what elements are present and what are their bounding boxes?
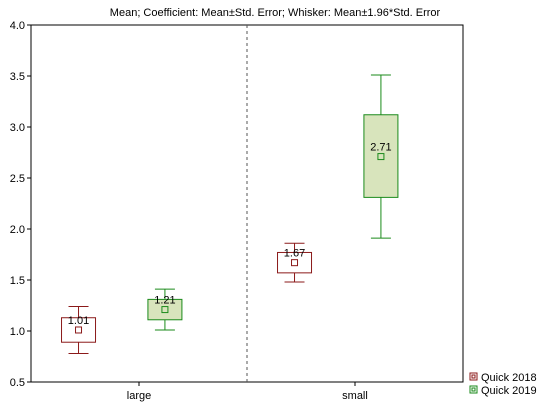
mean-marker <box>291 259 299 267</box>
legend-label: Quick 2018 <box>481 372 537 384</box>
mean-label: 2.71 <box>370 142 391 154</box>
y-tick-label: 0.5 <box>10 377 25 389</box>
box-body <box>61 317 97 343</box>
y-axis: 0.5 1.0 1.5 2.0 2.5 3.0 3.5 4.0 <box>10 20 31 389</box>
y-tick-label: 3.0 <box>10 122 25 134</box>
legend-swatch-inner <box>471 374 476 379</box>
chart-title: Mean; Coefficient: Mean±Std. Error; Whis… <box>110 7 441 19</box>
y-tick-label: 2.0 <box>10 224 25 236</box>
y-tick-label: 2.5 <box>10 173 25 185</box>
mean-marker <box>377 153 385 161</box>
box-body <box>147 298 183 321</box>
legend-swatch <box>469 372 478 381</box>
y-tick-label: 1.5 <box>10 275 25 287</box>
box-quick-2019-small: 2.71 <box>363 74 399 239</box>
mean-marker <box>161 306 169 314</box>
legend-label: Quick 2019 <box>481 385 537 397</box>
x-tick-label: small <box>342 390 368 402</box>
box-body <box>363 114 399 198</box>
mean-label: 1.67 <box>284 248 305 260</box>
mean-marker <box>75 326 83 334</box>
box-quick-2019-large: 1.21 <box>147 288 183 331</box>
y-tick-label: 1.0 <box>10 326 25 338</box>
box-quick-2018-large: 1.01 <box>61 306 97 354</box>
box-quick-2018-small: 1.67 <box>277 242 313 283</box>
x-axis: large small <box>127 382 368 402</box>
x-tick-label: large <box>127 390 151 402</box>
legend-item: Quick 2018 <box>469 372 537 384</box>
legend-swatch <box>469 385 478 394</box>
y-tick-label: 3.5 <box>10 71 25 83</box>
y-tick-label: 4.0 <box>10 20 25 32</box>
plot-boxes: 1.01 1.67 1.21 2.71 <box>61 74 399 354</box>
mean-label: 1.01 <box>68 315 89 327</box>
legend-item: Quick 2019 <box>469 385 537 397</box>
legend-swatch-inner <box>471 387 476 392</box>
mean-label: 1.21 <box>154 295 175 307</box>
grid <box>30 24 464 383</box>
box-body <box>277 251 313 274</box>
